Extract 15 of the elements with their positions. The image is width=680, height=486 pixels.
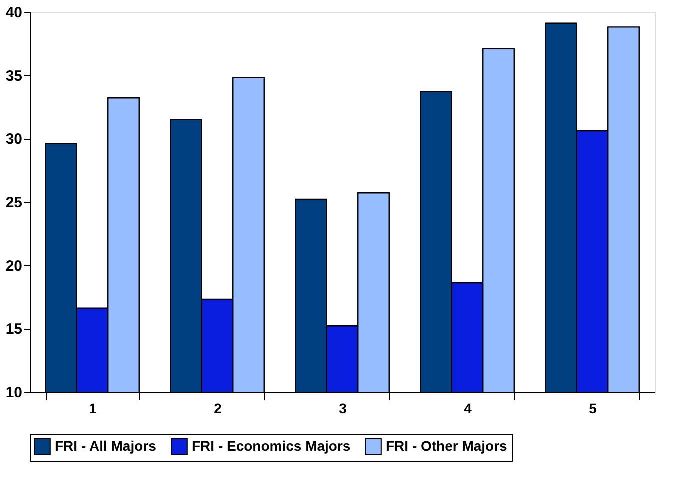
x-tick-label: 2 (214, 400, 222, 416)
y-tick-label: 40 (6, 4, 22, 22)
y-tick-label: 30 (6, 131, 22, 148)
x-tick-label: 4 (464, 400, 472, 416)
x-tick-label: 5 (589, 400, 598, 416)
x-tick-label: 1 (89, 400, 98, 416)
legend-label: FRI - All Majors (55, 438, 157, 454)
x-tick-label: 3 (339, 400, 348, 416)
y-tick-label: 25 (6, 194, 22, 212)
y-tick-label: 15 (6, 321, 22, 338)
y-tick-label: 10 (6, 384, 22, 402)
legend-label: FRI - Economics Majors (192, 438, 351, 454)
legend-label: FRI - Other Majors (386, 438, 508, 454)
y-tick-label: 20 (6, 258, 22, 275)
y-tick-label: 35 (6, 68, 22, 85)
